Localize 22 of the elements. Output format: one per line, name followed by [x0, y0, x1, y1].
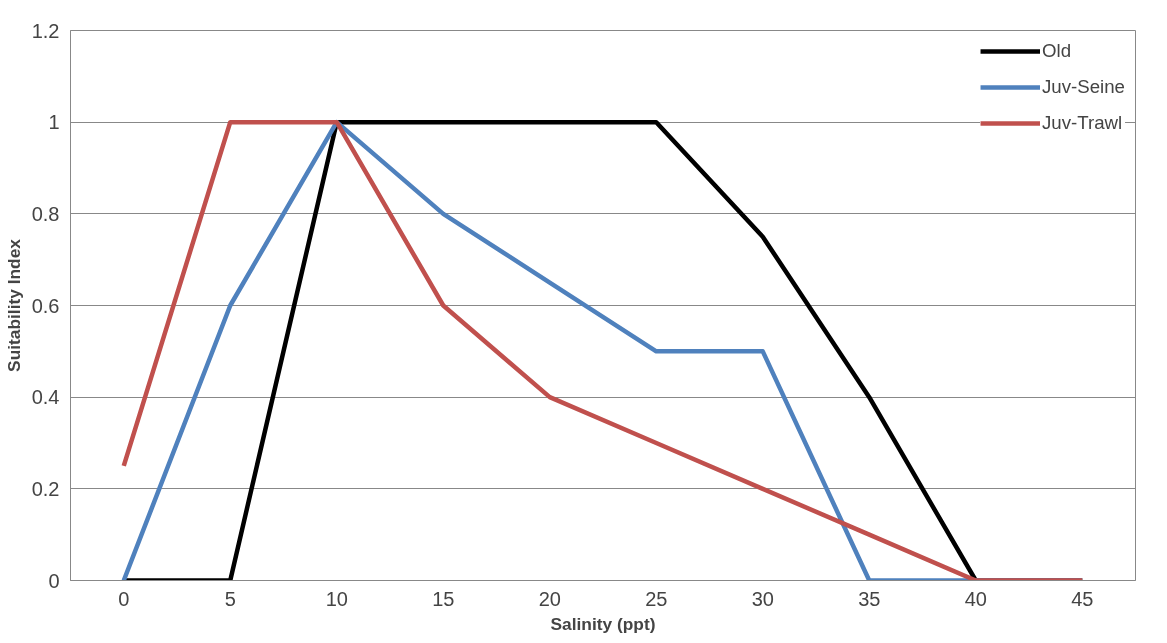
- legend-label: Old: [1042, 40, 1072, 62]
- x-tick-label: 45: [1071, 587, 1094, 610]
- x-tick-label: 10: [325, 587, 348, 610]
- y-tick-label: 1.2: [31, 19, 60, 42]
- legend-label: Juv-Trawl: [1042, 112, 1123, 134]
- x-axis-title: Salinity (ppt): [550, 613, 656, 634]
- x-tick-label: 15: [432, 587, 455, 610]
- x-tick-label: 0: [118, 587, 130, 610]
- x-tick-label: 5: [224, 587, 236, 610]
- y-tick-label: 0.2: [31, 477, 60, 500]
- x-tick-label: 40: [964, 587, 987, 610]
- y-tick-label: 0.6: [31, 294, 60, 317]
- y-tick-label: 1: [48, 111, 60, 134]
- legend-label: Juv-Seine: [1042, 76, 1125, 98]
- x-tick-label: 30: [751, 587, 774, 610]
- x-tick-label: 20: [538, 587, 561, 610]
- y-tick-label: 0: [48, 569, 60, 592]
- y-tick-label: 0.4: [31, 386, 60, 409]
- y-axis-title: Suitability Index: [3, 238, 24, 372]
- x-tick-label: 25: [645, 587, 668, 610]
- y-tick-label: 0.8: [31, 202, 60, 225]
- x-tick-label: 35: [858, 587, 881, 610]
